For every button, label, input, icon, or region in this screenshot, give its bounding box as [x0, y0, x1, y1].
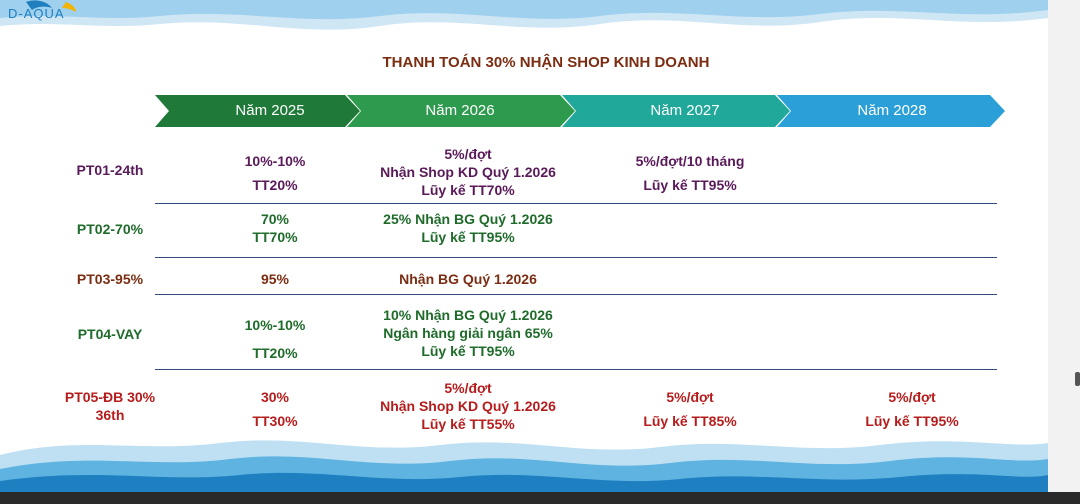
cell-line: 5%/đợt: [888, 389, 936, 405]
cell-line: Lũy kế TT70%: [421, 182, 515, 198]
row-divider: [155, 294, 997, 295]
cell-line: Lũy kế TT85%: [643, 413, 737, 429]
cell-pt05-2028: 5%/đợt Lũy kế TT95%: [812, 388, 1012, 430]
top-waves-decoration: [0, 0, 1048, 30]
cell-line: Nhận Shop KD Quý 1.2026: [380, 398, 556, 414]
cell-pt01-2026: 5%/đợt Nhận Shop KD Quý 1.2026 Lũy kế TT…: [358, 145, 578, 199]
cell-line: 5%/đợt: [444, 146, 492, 162]
cell-line: 70%: [260, 211, 290, 227]
cell-line: Lũy kế TT95%: [421, 343, 515, 359]
cell-pt04-2025: 10%-10% TT20%: [195, 316, 355, 362]
cell-pt02-2025: 70% TT70%: [195, 210, 355, 246]
year-label-2028: Năm 2028: [857, 102, 927, 119]
cell-line: TT20%: [252, 345, 298, 361]
cell-line: 10%-10%: [244, 153, 306, 169]
page-title: THANH TOÁN 30% NHẬN SHOP KINH DOANH: [382, 54, 710, 71]
cell-pt01-2025: 10%-10% TT20%: [195, 152, 355, 194]
cell-line: Lũy kế TT95%: [865, 413, 959, 429]
cell-line: 10% Nhận BG Quý 1.2026: [383, 307, 553, 323]
row-label-line: 36th: [95, 407, 125, 423]
cell-line: TT20%: [252, 177, 298, 193]
cell-pt02-2026: 25% Nhận BG Quý 1.2026 Lũy kế TT95%: [358, 210, 578, 246]
cell-line: Ngân hàng giải ngân 65%: [383, 325, 553, 341]
bottom-waves-decoration: [0, 440, 1048, 492]
cell-line: Lũy kế TT95%: [643, 177, 737, 193]
cell-line: TT70%: [252, 229, 298, 245]
cell-line: 25% Nhận BG Quý 1.2026: [383, 211, 553, 227]
row-label-pt03: PT03-95%: [76, 271, 144, 287]
window-scrollbar[interactable]: [1048, 0, 1080, 504]
row-divider: [155, 369, 997, 370]
scroll-handle[interactable]: [1075, 372, 1080, 386]
year-label-2026: Năm 2026: [425, 102, 495, 119]
row-divider: [155, 203, 997, 204]
row-label-line: PT05-ĐB 30%: [64, 389, 156, 405]
cell-pt05-2027: 5%/đợt Lũy kế TT85%: [590, 388, 790, 430]
cell-line: 10%-10%: [244, 317, 306, 333]
cell-pt05-2026: 5%/đợt Nhận Shop KD Quý 1.2026 Lũy kế TT…: [358, 379, 578, 433]
cell-line: 5%/đợt: [444, 380, 492, 396]
row-divider: [155, 257, 997, 258]
logo-text: D-AQUA: [8, 6, 65, 21]
row-label-pt02: PT02-70%: [76, 221, 144, 237]
cell-pt01-2027: 5%/đợt/10 tháng Lũy kế TT95%: [590, 152, 790, 194]
cell-pt05-2025: 30% TT30%: [195, 388, 355, 430]
year-arrow-2026: [347, 95, 575, 127]
year-arrow-2028: [777, 95, 1005, 127]
cell-line: Lũy kế TT55%: [421, 416, 515, 432]
cell-line: 95%: [260, 271, 290, 287]
row-label-pt01: PT01-24th: [76, 162, 144, 178]
cell-line: 5%/đợt: [666, 389, 714, 405]
year-label-2027: Năm 2027: [650, 102, 720, 119]
logo-icon: [26, 0, 76, 12]
year-arrow-2025: [155, 95, 360, 127]
cell-pt03-2025: 95%: [195, 270, 355, 288]
cell-line: TT30%: [252, 413, 298, 429]
year-arrow-2027: [562, 95, 790, 127]
slide: D-AQUA THANH TOÁN 30% NHẬN SHOP KINH DOA…: [0, 0, 1048, 492]
year-label-2025: Năm 2025: [235, 102, 305, 119]
cell-line: 30%: [260, 389, 290, 405]
cell-line: Nhận Shop KD Quý 1.2026: [380, 164, 556, 180]
row-label-pt04: PT04-VAY: [77, 326, 143, 342]
cell-line: 5%/đợt/10 tháng: [635, 153, 745, 169]
cell-pt04-2026: 10% Nhận BG Quý 1.2026 Ngân hàng giải ng…: [358, 306, 578, 360]
cell-line: Nhận BG Quý 1.2026: [399, 271, 537, 287]
cell-line: Lũy kế TT95%: [421, 229, 515, 245]
cell-pt03-2026: Nhận BG Quý 1.2026: [358, 270, 578, 288]
year-timeline: [155, 95, 1005, 127]
bottom-bar: [0, 492, 1080, 504]
row-label-pt05: PT05-ĐB 30% 36th: [40, 388, 180, 424]
